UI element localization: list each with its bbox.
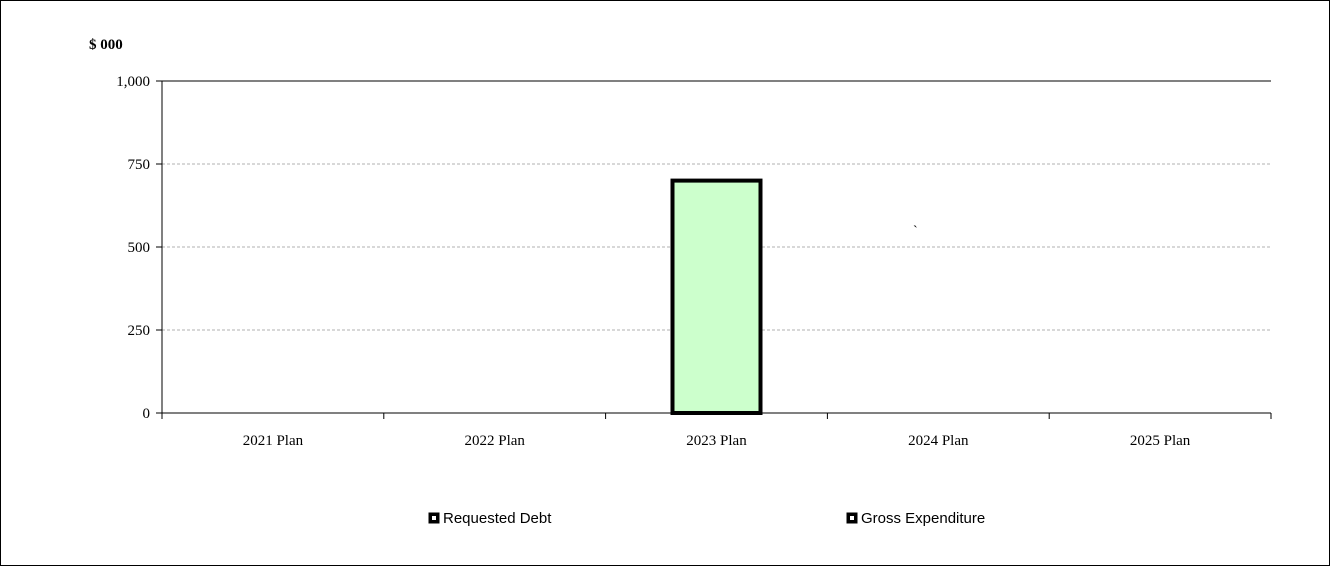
bars (673, 181, 761, 413)
legend-item: Requested Debt (429, 510, 552, 527)
x-tick-label: 2025 Plan (1130, 433, 1191, 449)
x-tick-label: 2024 Plan (908, 433, 969, 449)
y-tick-label: 0 (143, 406, 151, 422)
legend-item: Gross Expenditure (847, 510, 985, 527)
y-axis: 0 250 500 750 1,000 (116, 74, 162, 422)
bar (673, 181, 761, 413)
legend-swatch-inner (850, 516, 854, 520)
x-tick-label: 2021 Plan (243, 433, 304, 449)
y-tick-label: 500 (128, 240, 151, 256)
y-axis-label: $ 000 (89, 37, 123, 53)
x-axis: 2021 Plan 2022 Plan 2023 Plan 2024 Plan 2025… (162, 413, 1271, 449)
legend-swatch-inner (432, 516, 436, 520)
y-tick-label: 750 (128, 157, 151, 173)
x-tick-label: 2023 Plan (686, 433, 747, 449)
x-tick-label: 2022 Plan (464, 433, 525, 449)
y-tick-label: 1,000 (116, 74, 150, 90)
y-tick-label: 250 (128, 323, 151, 339)
annotation-mark: ` (913, 224, 918, 239)
legend: Requested Debt Gross Expenditure (429, 510, 985, 527)
legend-label: Requested Debt (443, 510, 552, 527)
legend-label: Gross Expenditure (861, 510, 985, 527)
